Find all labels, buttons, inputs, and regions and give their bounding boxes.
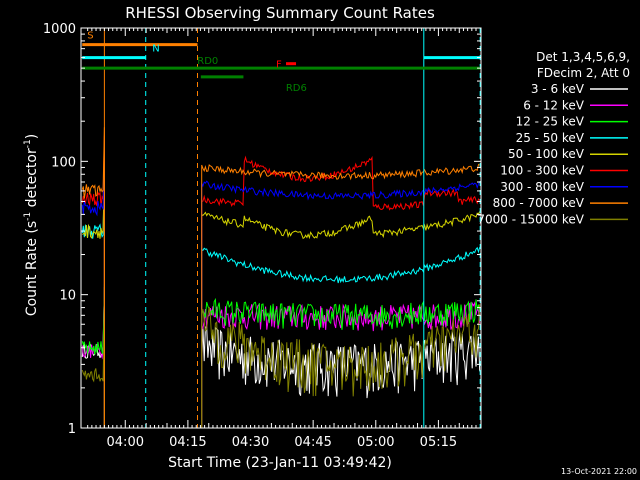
segment-label: RD0 [197,56,218,67]
legend-item-label: 3 - 6 keV [531,82,585,96]
series-layer [81,127,481,428]
series-line [81,143,481,428]
legend-header-line-1: Det 1,3,4,5,6,9, [536,50,630,64]
y-tick-label: 100 [51,155,76,170]
segment-label: N [152,44,159,55]
y-axis-label-part-3: ) [24,134,40,139]
legend-item-label: 25 - 50 keV [516,131,585,145]
x-tick-label: 05:15 [420,435,457,450]
x-axis-label: Start Time (23-Jan-11 03:49:42) [168,455,392,471]
series-line [81,287,481,428]
segments-layer: S N RD0 RD6 F [82,31,481,94]
x-tick-label: 04:30 [232,435,269,450]
y-tick-label: 1 [68,422,76,437]
x-tick-label: 05:00 [357,435,394,450]
legend-item-label: 6 - 12 keV [523,98,585,112]
y-tick-label: 1000 [43,22,76,37]
legend: Det 1,3,4,5,6,9, FDecim 2, Att 0 3 - 6 k… [477,50,630,226]
series-line [81,287,481,428]
segment-label: F [276,60,282,71]
y-axis-label-part-2: detector [24,148,40,212]
date-stamp: 13-Oct-2021 22:00 [561,467,637,476]
series-line [81,135,481,428]
series-line [81,127,480,428]
y-axis-label-part-1: Count Rate (s [24,221,40,316]
legend-item-label: 50 - 100 keV [508,147,585,161]
segment-label: S [87,31,93,42]
y-tick-label: 10 [59,289,76,304]
markers-layer [103,28,481,428]
segment-label: RD6 [286,83,307,94]
legend-item-label: 800 - 7000 keV [493,196,585,210]
legend-header-line-2: FDecim 2, Att 0 [537,66,630,80]
x-tick-label: 04:15 [169,435,206,450]
x-tick-label: 04:45 [294,435,331,450]
y-axis-label-exponent-2: -1 [23,139,33,148]
chart-title: RHESSI Observing Summary Count Rates [125,4,435,22]
series-line [82,167,481,428]
x-tick-label: 04:00 [107,435,144,450]
plot-frame [80,27,482,429]
axes-layer: 1 10 100 1000 04:00 04:15 04:30 04:45 05:00 05:15 [43,22,481,450]
series-line [81,284,481,428]
legend-items: 3 - 6 keV 6 - 12 keV 12 - 25 keV 25 - 50 ke… [477,82,628,226]
legend-item-label: 300 - 800 keV [500,180,584,194]
y-axis-label: Count Rate (s-1 detector-1) [23,134,40,316]
series-line [81,304,481,428]
legend-item-label: 100 - 300 keV [500,164,584,178]
series-line [81,167,481,428]
legend-item-label: 7000 - 15000 keV [477,212,584,226]
y-axis-label-exponent-1: -1 [23,212,33,221]
legend-item-label: 12 - 25 keV [516,115,585,129]
